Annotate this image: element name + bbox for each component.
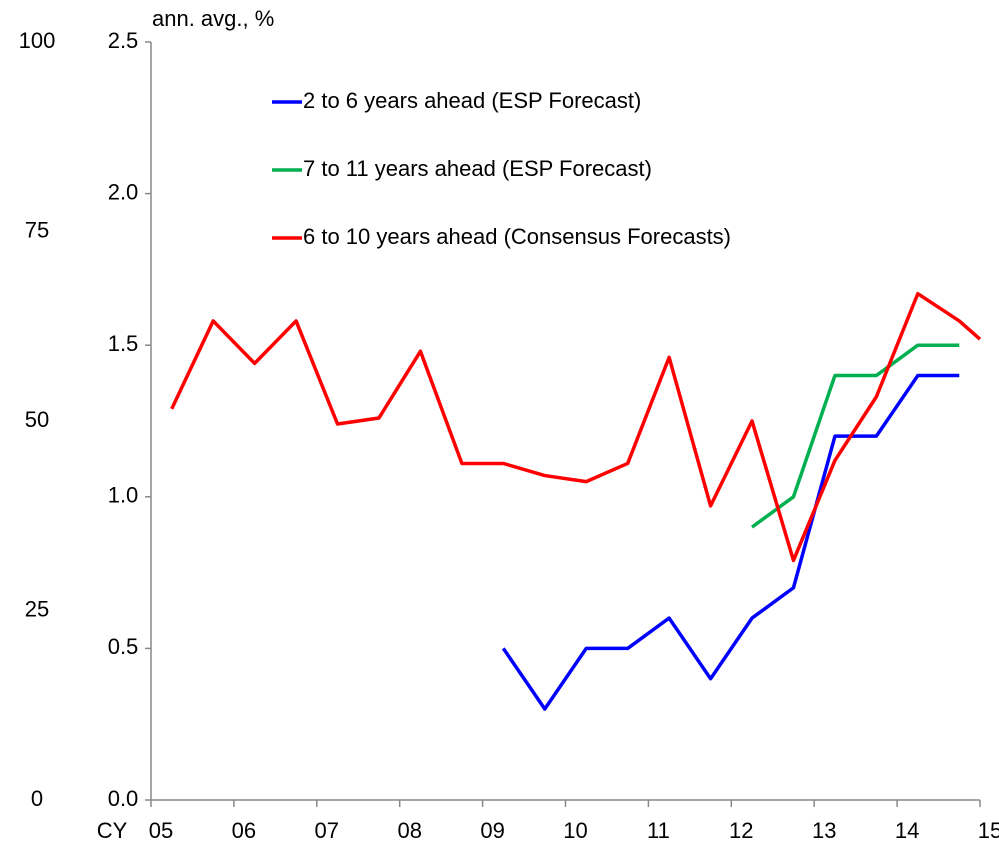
series-line <box>170 291 982 563</box>
x-tick-label: 12 <box>729 818 753 843</box>
legend-label: 2 to 6 years ahead (ESP Forecast) <box>303 88 641 113</box>
y2-tick-label: 25 <box>25 596 49 621</box>
y-tick-label: 1.5 <box>108 331 139 356</box>
x-tick-label: 13 <box>812 818 836 843</box>
y-tick-label: 1.0 <box>108 483 139 508</box>
series-line <box>501 373 960 711</box>
x-tick-label: 11 <box>647 818 670 843</box>
y2-tick-label: 100 <box>19 28 56 53</box>
y-tick-label: 0.5 <box>108 634 139 659</box>
x-tick-label: 09 <box>480 818 504 843</box>
y2-tick-label: 75 <box>25 217 49 242</box>
x-axis-label: CY <box>97 818 128 843</box>
x-tick-label: 10 <box>563 818 587 843</box>
x-tick-label: 14 <box>895 818 919 843</box>
y-tick-label: 0.0 <box>108 786 139 811</box>
y-tick-label: 2.0 <box>108 179 139 204</box>
legend-label: 7 to 11 years ahead (ESP Forecast) <box>303 156 652 181</box>
x-tick-label: 15 <box>978 818 999 843</box>
x-tick-label: 07 <box>315 818 339 843</box>
y2-tick-label: 50 <box>25 407 49 432</box>
x-tick-label: 06 <box>232 818 256 843</box>
chart-title: ann. avg., % <box>152 6 274 31</box>
y2-tick-label: 0 <box>31 786 43 811</box>
legend-label: 6 to 10 years ahead (Consensus Forecasts… <box>303 224 731 249</box>
x-tick-label: 08 <box>397 818 421 843</box>
x-tick-label: 05 <box>149 818 173 843</box>
series-line <box>750 343 960 529</box>
y-tick-label: 2.5 <box>108 28 139 53</box>
